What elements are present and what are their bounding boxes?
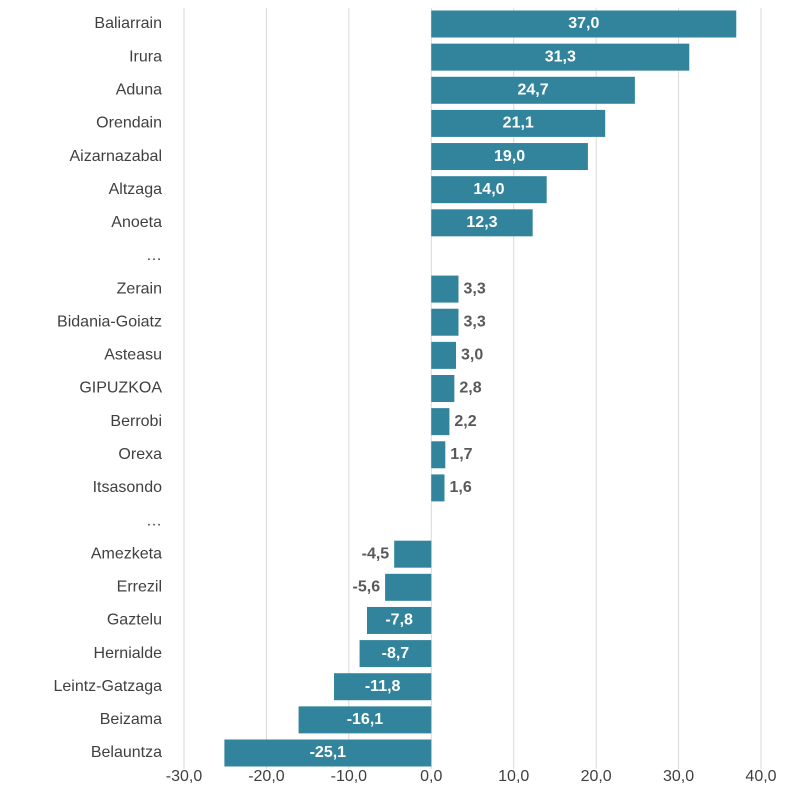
bar: [431, 76, 635, 104]
x-tick-label: 30,0: [663, 768, 694, 785]
bar: [394, 540, 432, 568]
y-tick-label: Errezil: [117, 579, 162, 596]
bar: [431, 43, 690, 71]
bar: [366, 606, 432, 634]
x-tick-label: 10,0: [498, 768, 529, 785]
bar: [431, 143, 588, 171]
bar: [431, 209, 533, 237]
value-label: 21,1: [503, 115, 534, 132]
y-tick-label: Zerain: [117, 280, 162, 297]
x-tick-label: 20,0: [581, 768, 612, 785]
value-label: -5,6: [353, 579, 381, 596]
value-label: 24,7: [518, 81, 549, 98]
value-label: 2,2: [454, 413, 476, 430]
y-tick-label: Asteasu: [104, 347, 162, 364]
y-tick-label: Irura: [129, 48, 162, 65]
y-tick-label: Altzaga: [109, 181, 162, 198]
y-tick-label: Baliarrain: [94, 15, 162, 32]
value-label: -8,7: [382, 645, 410, 662]
y-tick-label: Aizarnazabal: [70, 148, 163, 165]
value-label: 3,3: [463, 313, 485, 330]
y-tick-label: …: [146, 512, 162, 529]
bar: [431, 275, 459, 303]
bar: [359, 640, 432, 668]
x-tick-label: 0,0: [420, 768, 442, 785]
y-tick-label: Orexa: [118, 446, 162, 463]
x-tick-label: -20,0: [248, 768, 285, 785]
value-label: 1,6: [449, 479, 471, 496]
x-tick-label: 40,0: [745, 768, 776, 785]
bar: [431, 308, 459, 336]
bar: [385, 573, 432, 601]
value-label: -4,5: [362, 545, 390, 562]
value-label: 2,8: [459, 380, 481, 397]
bar: [334, 673, 432, 701]
y-tick-label: Hernialde: [94, 645, 163, 662]
bar: [298, 706, 432, 734]
bar: [431, 10, 737, 38]
value-label: 14,0: [473, 181, 504, 198]
y-tick-label: Anoeta: [111, 214, 162, 231]
bar: [431, 474, 445, 502]
y-tick-label: Gaztelu: [107, 612, 162, 629]
value-label: -7,8: [385, 612, 413, 629]
bar: [431, 375, 455, 402]
value-label: 19,0: [494, 148, 525, 165]
y-tick-label: Bidania-Goiatz: [57, 313, 162, 330]
y-tick-label: Amezketa: [91, 545, 162, 562]
value-label: 3,3: [463, 280, 485, 297]
value-label: -11,8: [365, 678, 401, 695]
y-tick-label: …: [146, 247, 162, 264]
y-tick-label: Belauntza: [91, 744, 162, 761]
y-tick-label: Leintz-Gatzaga: [53, 678, 162, 695]
value-label: 31,3: [545, 48, 576, 65]
value-label: -16,1: [347, 711, 384, 728]
y-tick-label: Aduna: [116, 81, 162, 98]
bar: [431, 441, 446, 469]
y-tick-label: Beizama: [100, 711, 162, 728]
bar: [224, 739, 432, 767]
y-tick-label: Berrobi: [110, 413, 162, 430]
value-label: 3,0: [461, 347, 483, 364]
x-tick-label: -10,0: [331, 768, 368, 785]
value-label: 12,3: [466, 214, 497, 231]
bar: [431, 341, 457, 369]
bar: [431, 408, 450, 436]
bar: [431, 176, 547, 204]
y-tick-label: Itsasondo: [93, 479, 162, 496]
value-label: 1,7: [450, 446, 472, 463]
value-label: 37,0: [568, 15, 599, 32]
y-tick-label: GIPUZKOA: [79, 380, 162, 397]
value-label: -25,1: [310, 744, 347, 761]
x-tick-label: -30,0: [166, 768, 203, 785]
bar: [431, 109, 606, 137]
y-tick-label: Orendain: [96, 115, 162, 132]
